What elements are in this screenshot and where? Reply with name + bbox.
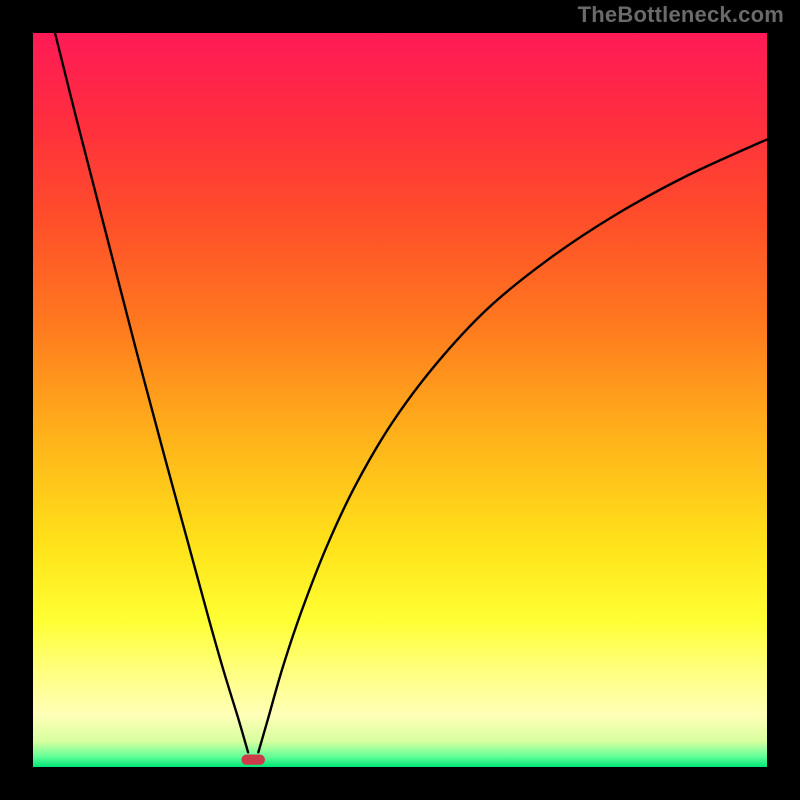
- bottleneck-curve-chart: [0, 0, 800, 800]
- plot-background: [33, 33, 767, 767]
- minimum-marker: [241, 755, 264, 765]
- watermark-text: TheBottleneck.com: [578, 2, 784, 28]
- chart-container: TheBottleneck.com: [0, 0, 800, 800]
